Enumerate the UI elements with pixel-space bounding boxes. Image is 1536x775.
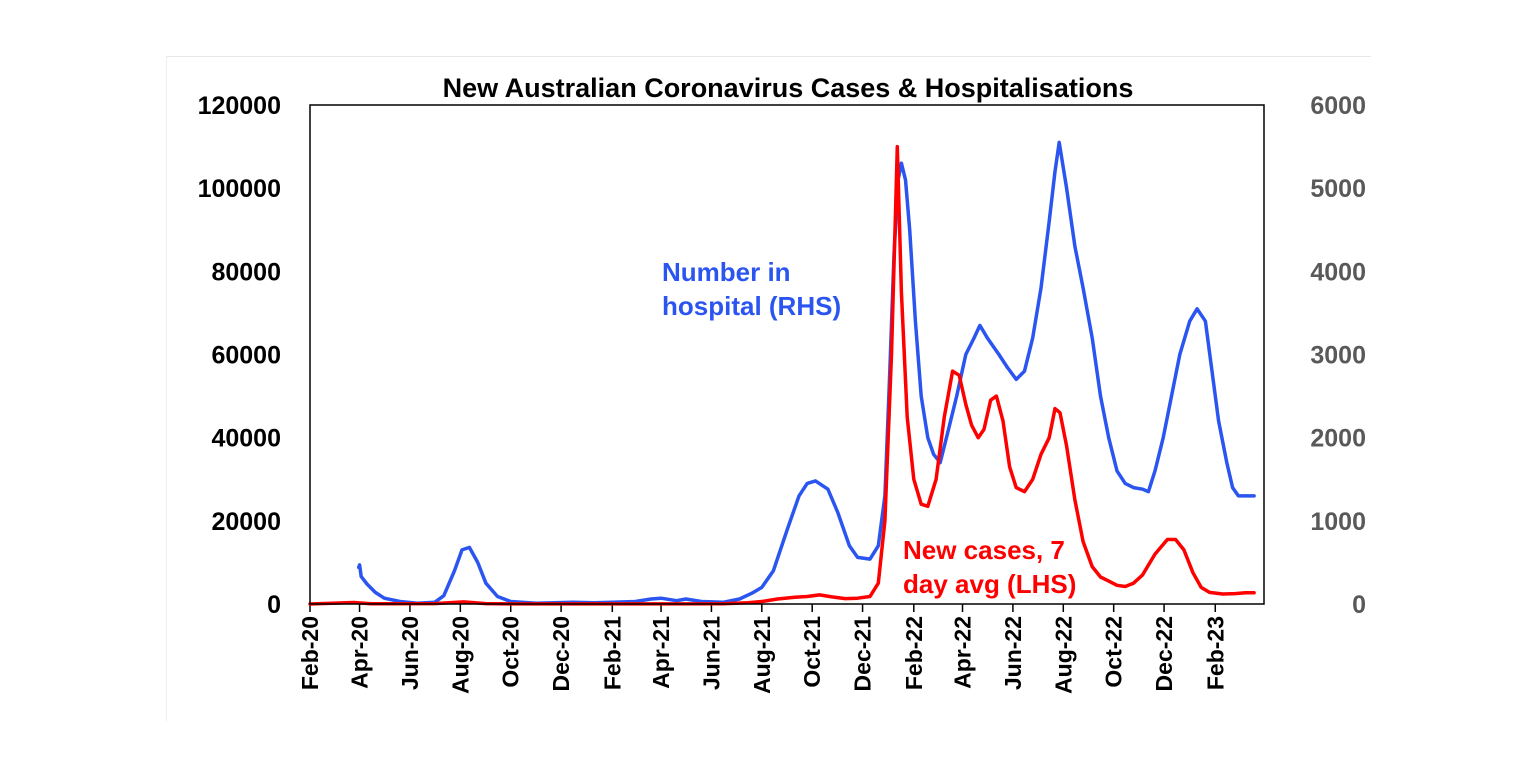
plot-area-border [309,104,1265,605]
x-tick-label: Apr-20 [347,616,373,689]
y-right-tick-label: 1000 [1310,508,1366,536]
y-axis-ticks: 0 20000 40000 60000 80000 100000 120000 0 1000 20… [198,92,1366,619]
x-tick-label: Feb-22 [901,616,927,690]
x-tick-label: Dec-20 [548,616,574,691]
y-left-tick-label: 100000 [198,175,281,203]
series-line-hospital [356,140,1256,605]
y-right-tick-label: 0 [1352,591,1366,619]
x-tick-label: Jun-22 [1000,616,1026,690]
y-left-tick-label: 80000 [211,258,281,286]
annotations: Number in hospital (RHS) New cases, 7 day a… [662,257,1076,599]
x-tick-label: Apr-21 [648,616,674,689]
plot-frame [309,104,1265,605]
y-left-tick-label: 0 [267,591,281,619]
x-tick-label: Aug-22 [1050,616,1076,694]
chart-frame: New Australian Coronavirus Cases & Hospi… [166,56,1371,721]
x-tick-label: Aug-21 [749,616,775,694]
x-tick-label: Feb-20 [297,616,323,690]
annotation-number-in-hospital: hospital (RHS) [662,291,841,321]
chart-title: New Australian Coronavirus Cases & Hospi… [443,73,1134,103]
annotation-new-cases: day avg (LHS) [903,569,1076,599]
x-tick-label: Feb-23 [1202,616,1228,690]
x-tick-label: Dec-21 [850,616,876,692]
y-right-tick-label: 3000 [1310,342,1366,370]
y-right-tick-label: 2000 [1310,425,1366,453]
annotation-number-in-hospital: Number in [662,257,791,287]
chart: New Australian Coronavirus Cases & Hospi… [198,73,1366,694]
series-line-new-cases [308,144,1256,606]
y-left-tick-label: 20000 [211,508,281,536]
y-left-tick-label: 120000 [198,92,281,120]
x-tick-label: Oct-21 [799,616,825,688]
y-left-tick-label: 60000 [211,342,281,370]
y-right-tick-label: 6000 [1310,92,1366,120]
x-axis: Feb-20 Apr-20 Jun-20 Aug-20 Oct-20 Dec-20 Feb-… [297,604,1228,694]
annotation-new-cases: New cases, 7 [903,535,1065,565]
series-lines [308,140,1256,606]
x-tick-label: Jun-20 [397,616,423,690]
x-tick-label: Oct-22 [1101,616,1127,688]
y-right-tick-label: 5000 [1310,175,1366,203]
x-tick-label: Jun-21 [698,616,724,690]
x-tick-label: Feb-21 [599,616,625,690]
x-tick-label: Aug-20 [447,616,473,694]
y-left-tick-label: 40000 [211,425,281,453]
y-right-tick-label: 4000 [1310,258,1366,286]
x-tick-label: Apr-22 [950,616,976,689]
x-tick-label: Oct-20 [498,616,524,688]
x-tick-label: Dec-22 [1151,616,1177,691]
